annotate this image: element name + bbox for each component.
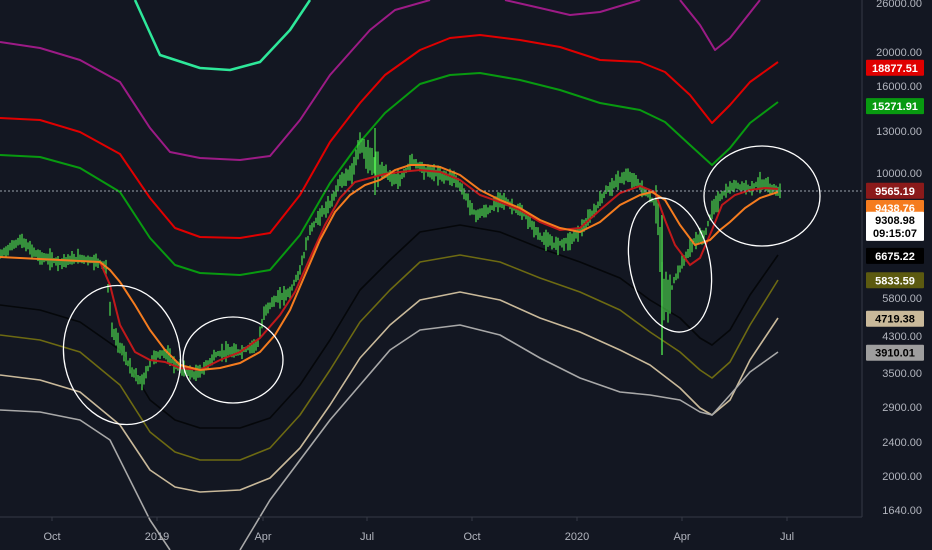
band-black-line	[0, 224, 779, 429]
band-lines	[0, 0, 779, 550]
moving-averages	[0, 164, 779, 372]
price-badge	[866, 310, 924, 327]
x-tick-label: 2019	[145, 531, 169, 543]
annotation-ellipse	[703, 145, 821, 247]
x-tick-label: Oct	[43, 531, 60, 543]
band-magenta-right-line	[504, 0, 641, 16]
price-badge-label: 5833.59	[875, 275, 915, 287]
y-tick-label: 3500.00	[882, 368, 922, 380]
price-badge	[866, 224, 924, 241]
y-tick-label: 20000.00	[876, 47, 922, 59]
band-green-line	[0, 72, 779, 276]
price-badge	[866, 247, 924, 264]
price-badge-label: 9565.19	[875, 186, 915, 198]
price-badge	[866, 211, 924, 228]
price-series	[0, 128, 781, 391]
annotation-ellipse	[62, 284, 182, 426]
x-axis-ticks: Oct 2019 Apr Jul Oct 2020 Apr Jul	[43, 517, 794, 543]
y-tick-label: 2900.00	[882, 402, 922, 414]
price-badge	[866, 98, 924, 115]
price-badge-label: 9308.98	[875, 215, 915, 227]
price-badges: 18877.5115271.919565.199438.769308.9809:…	[866, 59, 924, 361]
y-tick-label: 10000.00	[876, 168, 922, 180]
price-badge-label: 4719.38	[875, 314, 915, 326]
band-magenta-right2-line	[679, 0, 761, 51]
band-gray-right-line	[239, 324, 779, 550]
x-tick-label: 2020	[565, 531, 589, 543]
x-tick-label: Apr	[254, 531, 271, 543]
y-axis-ticks: 26000.00 20000.00 16000.00 13000.00 10000.00…	[876, 0, 922, 517]
y-tick-label: 13000.00	[876, 126, 922, 138]
x-tick-label: Jul	[360, 531, 374, 543]
price-badge-label: 6675.22	[875, 251, 915, 263]
y-tick-label: 16000.00	[876, 81, 922, 93]
x-tick-label: Oct	[463, 531, 480, 543]
band-red-line	[0, 34, 779, 239]
ma-slow-line	[0, 164, 779, 372]
band-olive-line	[0, 254, 779, 461]
y-tick-label: 4300.00	[882, 331, 922, 343]
price-badge	[866, 272, 924, 289]
annotation-ellipse	[182, 316, 284, 404]
annotation-ellipse	[627, 197, 713, 333]
band-magenta-line	[0, 0, 431, 161]
price-badge-label: 09:15:07	[873, 228, 917, 240]
band-gray-line	[0, 409, 171, 550]
y-tick-label: 26000.00	[876, 0, 922, 10]
y-tick-label: 2000.00	[882, 471, 922, 483]
price-badge-label: 3910.01	[875, 348, 915, 360]
y-tick-label: 5800.00	[882, 293, 922, 305]
band-top-line	[133, 0, 312, 72]
y-tick-label: 2400.00	[882, 437, 922, 449]
y-tick-label: 1640.00	[882, 505, 922, 517]
x-tick-label: Apr	[673, 531, 690, 543]
price-badge	[866, 182, 924, 199]
price-badge-label: 15271.91	[872, 101, 918, 113]
price-badge	[866, 59, 924, 76]
price-badge-label: 18877.51	[872, 63, 918, 75]
x-tick-label: Jul	[780, 531, 794, 543]
annotation-ellipses	[62, 145, 821, 426]
band-beige-line	[0, 291, 779, 493]
price-badge	[866, 344, 924, 361]
